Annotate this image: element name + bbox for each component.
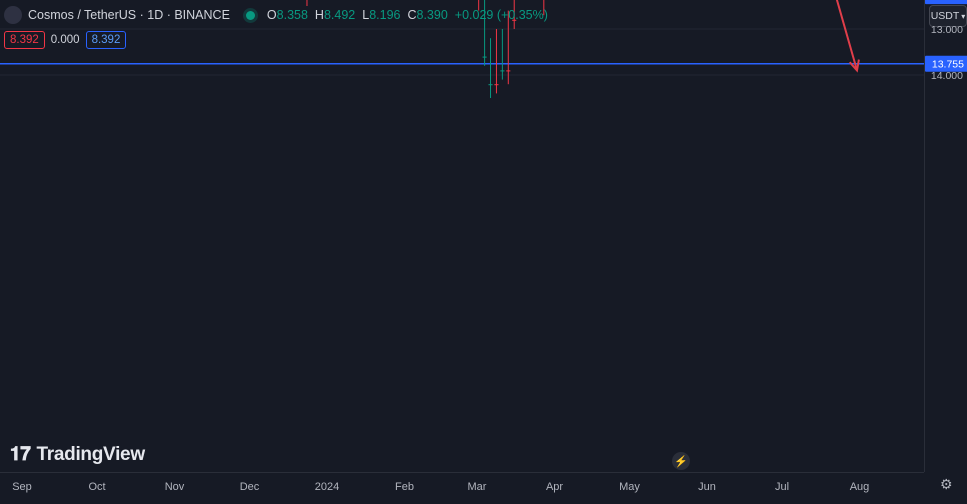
bid-ask-row: 8.392 0.000 8.392 xyxy=(4,31,127,49)
candle-body xyxy=(482,56,487,58)
projection-arrowhead xyxy=(848,59,860,73)
watermark-text: TradingView xyxy=(36,444,146,465)
ohlc-item: C8.390 xyxy=(407,8,447,22)
price-label-box xyxy=(925,55,967,72)
market-open-icon xyxy=(245,10,255,20)
ohlc-key: C xyxy=(407,8,417,22)
ohlc-value: 8.492 xyxy=(323,8,356,22)
cosmos-logo-icon xyxy=(4,6,22,24)
time-tick: Aug xyxy=(850,481,870,493)
price-label-box xyxy=(925,0,967,5)
time-tick: Jun xyxy=(698,481,716,493)
candlestick-chart[interactable] xyxy=(0,0,924,472)
time-tick: Jul xyxy=(775,481,789,493)
time-tick: Apr xyxy=(546,481,563,493)
tradingview-watermark: 𝟏𝟕 TradingView xyxy=(10,444,145,466)
ohlc-item: H8.492 xyxy=(315,8,355,22)
time-tick: Sep xyxy=(12,481,32,493)
time-tick: Nov xyxy=(165,481,185,493)
ohlc-item: L8.196 xyxy=(362,8,400,22)
ohlc-value: 8.390 xyxy=(416,8,448,22)
time-axis[interactable]: Sep Oct Nov Dec 2024 Feb Mar Apr May Jun Jul Aug xyxy=(0,472,924,499)
ohlc-values: O8.358 H8.492 L8.196 C8.390 +0.029 (+0.35%) xyxy=(267,8,548,22)
ohlc-value: +0.029 (+0.35%) xyxy=(454,8,548,22)
candle-body xyxy=(500,70,505,72)
time-tick: May xyxy=(619,481,640,493)
price-axis[interactable]: 6.0008.0009.00010.00011.00012.00013.0001… xyxy=(924,0,967,472)
ohlc-value: 8.196 xyxy=(369,8,401,22)
price-label: 13.755 xyxy=(932,59,964,71)
gear-icon[interactable]: ⚙ xyxy=(940,476,953,492)
tradingview-logo-icon: 𝟏𝟕 xyxy=(10,444,31,465)
spread-value: 0.000 xyxy=(50,34,80,46)
price-tick: 14.000 xyxy=(931,70,963,82)
ohlc-key: L xyxy=(362,8,370,22)
ohlc-item: O8.358 xyxy=(267,8,308,22)
price-axis-labels: 6.0008.0009.00010.00011.00012.00013.0001… xyxy=(925,0,967,82)
candle-body xyxy=(488,84,493,86)
ohlc-key: O xyxy=(266,8,277,22)
time-tick: 2024 xyxy=(315,481,339,493)
sell-price[interactable]: 8.392 xyxy=(4,31,45,49)
currency-label: USDT xyxy=(930,10,960,22)
buy-price[interactable]: 8.392 xyxy=(85,31,127,49)
ohlc-key: H xyxy=(314,8,324,22)
chart-area[interactable] xyxy=(0,0,924,472)
time-tick: Mar xyxy=(468,481,487,493)
ohlc-item: +0.029 (+0.35%) xyxy=(455,8,548,22)
projection-path xyxy=(835,0,858,71)
ohlc-value: 8.358 xyxy=(276,8,308,22)
symbol-title[interactable]: Cosmos / TetherUS · 1D · BINANCE xyxy=(28,8,230,22)
lightning-icon[interactable]: ⚡ xyxy=(672,452,690,470)
time-tick: Dec xyxy=(240,481,260,493)
candle-body xyxy=(512,19,517,21)
price-label: 12.286 xyxy=(932,0,964,3)
candle-body xyxy=(506,70,511,72)
candle-body xyxy=(494,84,499,86)
price-tick: 13.000 xyxy=(931,24,963,36)
time-axis-labels: Sep Oct Nov Dec 2024 Feb Mar Apr May Jun Jul Aug xyxy=(12,481,870,493)
chevron-down-icon: ▾ xyxy=(961,11,966,21)
time-tick: Feb xyxy=(395,481,414,493)
chart-header: Cosmos / TetherUS · 1D · BINANCE O8.358 H… xyxy=(4,4,548,26)
time-tick: Oct xyxy=(88,481,105,493)
